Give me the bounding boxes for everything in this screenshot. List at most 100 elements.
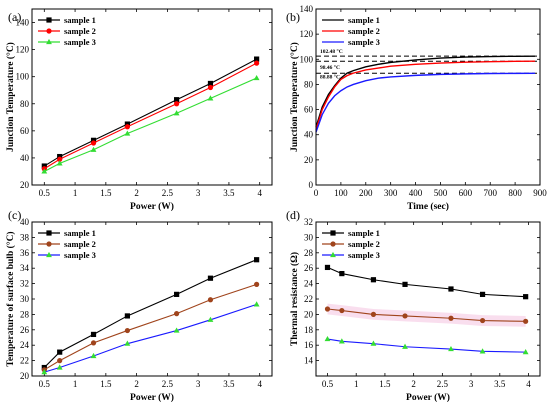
series-line [43, 259, 257, 368]
series-line [44, 58, 257, 167]
series-sample-1 [315, 55, 536, 128]
x-axis-label: Power (W) [130, 392, 174, 403]
y-tick-label: 22 [304, 294, 313, 304]
series-sample-3 [315, 72, 536, 133]
x-tick-label: 700 [483, 188, 497, 198]
data-point [207, 84, 214, 91]
data-point [57, 358, 63, 364]
data-point [174, 291, 180, 297]
data-point [523, 318, 529, 324]
data-point [174, 97, 180, 103]
series-line [315, 60, 536, 130]
series-line [44, 283, 257, 371]
y-tick-label: 40 [20, 153, 30, 163]
data-point [124, 124, 130, 130]
y-tick-label: 140 [300, 4, 314, 14]
data-point [57, 153, 63, 160]
x-tick-label: 400 [409, 188, 423, 198]
data-point [124, 340, 131, 346]
x-tick-label: 1.5 [100, 379, 112, 389]
data-point [370, 311, 377, 317]
data-point [41, 163, 47, 169]
x-tick-label: 2.5 [162, 188, 174, 198]
legend-entry: sample 1 [348, 15, 380, 25]
y-tick-label: 120 [300, 29, 314, 39]
x-tick-label: 500 [434, 188, 448, 198]
y-tick-label: 100 [16, 72, 30, 82]
legend-entry: sample 3 [64, 37, 96, 47]
y-tick-label: 80 [20, 99, 30, 109]
annotation-label: 102.48 °C [320, 48, 343, 55]
x-axis-label: Power (W) [130, 201, 174, 212]
x-tick-label: 3.5 [223, 379, 235, 389]
x-tick-label: 3.5 [494, 379, 506, 389]
data-point [57, 349, 63, 355]
data-point [90, 140, 97, 146]
series-sample-1 [41, 56, 260, 169]
legend-marker [46, 38, 52, 45]
x-tick-label: 1 [73, 188, 78, 198]
legend-marker [330, 251, 336, 258]
data-point [254, 56, 260, 62]
series-sample-1 [324, 264, 529, 300]
data-point [402, 313, 408, 319]
data-point [124, 121, 130, 127]
y-tick-label: 0 [309, 180, 314, 190]
legend-entry: sample 3 [64, 250, 96, 260]
y-tick-label: 32 [20, 279, 29, 289]
y-tick-label: 20 [304, 155, 314, 165]
data-point [254, 60, 260, 66]
x-axis-label: Time (sec) [407, 201, 449, 212]
legend-marker [46, 241, 52, 247]
series-sample-3 [41, 74, 260, 174]
y-tick-label: 20 [20, 371, 30, 381]
data-point [90, 146, 97, 152]
x-tick-label: 2 [134, 379, 139, 389]
data-point [479, 291, 486, 297]
series-line [44, 77, 257, 172]
panel-label: (a) [8, 10, 21, 24]
y-tick-label: 60 [20, 126, 30, 136]
x-tick-label: 1 [73, 379, 78, 389]
y-tick-label: 30 [304, 232, 314, 242]
data-point [338, 338, 345, 344]
legend-marker [46, 28, 52, 34]
plot-frame [31, 8, 273, 186]
y-tick-label: 22 [20, 356, 29, 366]
data-point [254, 281, 260, 287]
y-tick-label: 34 [20, 263, 30, 273]
x-tick-label: 3.5 [223, 188, 235, 198]
x-tick-label: 3 [196, 379, 201, 389]
panel-label: (b) [286, 10, 300, 24]
data-point [90, 331, 97, 338]
x-tick-label: 2 [411, 379, 416, 389]
x-axis-label: Power (W) [406, 392, 450, 403]
annotation-label: 88.88 °C [320, 73, 340, 80]
series-line [327, 266, 526, 298]
data-point [90, 137, 97, 143]
data-point [370, 340, 377, 346]
x-tick-label: 2 [134, 188, 139, 198]
data-point [173, 110, 180, 116]
x-tick-label: 0.5 [39, 188, 51, 198]
legend-entry: sample 2 [348, 26, 380, 36]
x-tick-label: 800 [508, 188, 522, 198]
data-point [324, 335, 331, 342]
data-point [448, 345, 454, 352]
y-tick-label: 14 [304, 356, 314, 366]
y-tick-label: 24 [304, 279, 314, 289]
series-line [44, 62, 257, 170]
x-tick-label: 300 [384, 188, 398, 198]
data-point [479, 348, 486, 354]
series-line [315, 55, 536, 128]
panel-label: (c) [8, 208, 21, 222]
x-tick-label: 900 [533, 188, 547, 198]
data-point [173, 327, 180, 333]
y-tick-label: 100 [300, 54, 314, 64]
panel-2: (b) 0 100 200 300 400 500 600 700 800 900 0 20 40 60 80… [286, 4, 547, 212]
x-tick-label: 1 [354, 379, 359, 389]
data-point [174, 311, 180, 317]
y-tick-label: 38 [20, 232, 30, 242]
x-tick-label: 0 [314, 188, 319, 198]
